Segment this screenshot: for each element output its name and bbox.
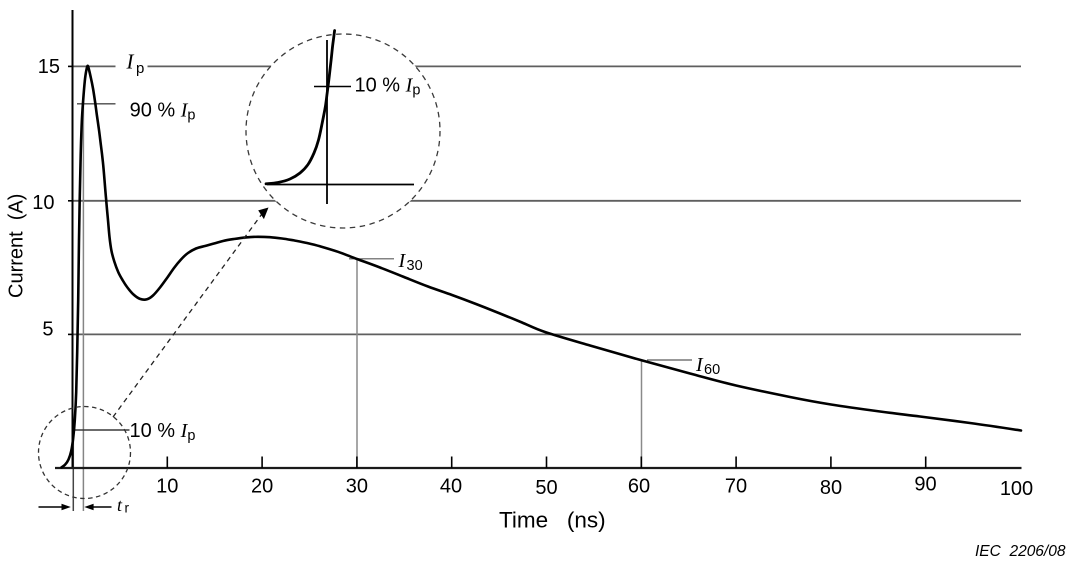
svg-text:10: 10 xyxy=(32,192,54,214)
svg-text:Time (ns): Time (ns) xyxy=(499,508,606,533)
svg-text:15: 15 xyxy=(38,56,60,78)
svg-text:p: p xyxy=(136,60,144,77)
svg-text:20: 20 xyxy=(251,476,273,498)
svg-text:70: 70 xyxy=(725,476,747,498)
svg-text:30: 30 xyxy=(407,258,423,274)
svg-text:5: 5 xyxy=(42,319,53,341)
svg-text:30: 30 xyxy=(346,476,368,498)
svg-text:I: I xyxy=(695,354,704,376)
svg-text:50: 50 xyxy=(535,477,557,499)
svg-text:10 % Ip: 10 % Ip xyxy=(130,420,196,444)
svg-text:10 % Ip: 10 % Ip xyxy=(355,75,421,99)
svg-text:90: 90 xyxy=(914,474,936,496)
svg-text:60: 60 xyxy=(628,476,650,498)
svg-text:100: 100 xyxy=(1000,478,1033,500)
svg-text:Current (A): Current (A) xyxy=(6,194,28,298)
svg-text:IEC 2206/08: IEC 2206/08 xyxy=(975,543,1066,560)
svg-text:r: r xyxy=(125,501,130,516)
svg-text:40: 40 xyxy=(440,476,462,498)
svg-text:t: t xyxy=(117,495,123,515)
svg-text:80: 80 xyxy=(820,477,842,499)
svg-text:90 % Ip: 90 % Ip xyxy=(130,100,196,124)
svg-text:10: 10 xyxy=(156,476,178,498)
svg-text:I: I xyxy=(126,50,135,74)
svg-text:I: I xyxy=(398,250,407,272)
svg-text:60: 60 xyxy=(704,362,720,378)
